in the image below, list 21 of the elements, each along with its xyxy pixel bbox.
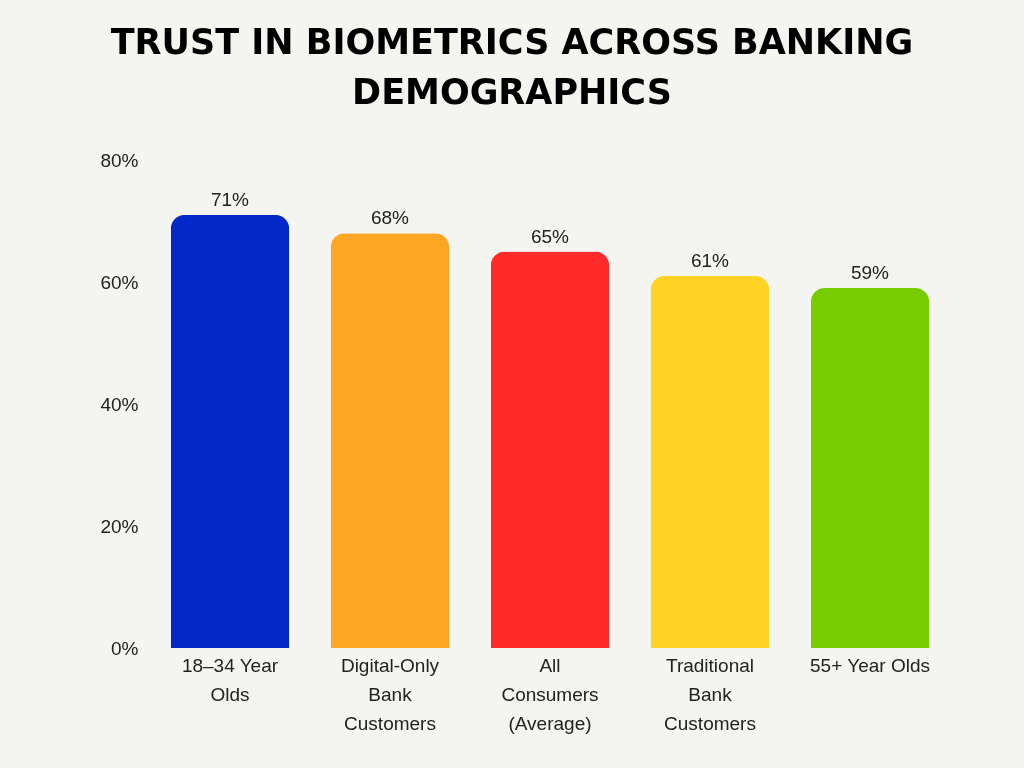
x-tick-label: All Consumers (Average) bbox=[501, 654, 599, 734]
y-tick-label: 60% bbox=[100, 271, 139, 293]
data-label: 71% bbox=[210, 188, 250, 210]
x-tick-label: 18–34 Year Olds bbox=[181, 654, 279, 705]
y-tick-label: 80% bbox=[100, 149, 139, 171]
y-tick-label: 40% bbox=[100, 393, 139, 415]
data-label: 68% bbox=[370, 207, 410, 229]
bar bbox=[170, 214, 290, 648]
bar bbox=[330, 233, 450, 648]
data-label: 61% bbox=[690, 249, 730, 271]
bar bbox=[490, 251, 610, 648]
chart-title: TRUST IN BIOMETRICS ACROSS BANKING DEMOGRAPHICS bbox=[110, 22, 914, 112]
x-tick-label: Digital-Only Bank Customers bbox=[340, 654, 440, 734]
y-tick-label: 0% bbox=[111, 637, 139, 659]
x-tick-label: 55+ Year Olds bbox=[810, 654, 930, 676]
y-tick-label: 20% bbox=[100, 515, 139, 537]
data-label: 65% bbox=[530, 225, 570, 247]
data-label: 59% bbox=[850, 262, 890, 284]
bar bbox=[650, 275, 770, 648]
bar bbox=[810, 288, 930, 648]
x-tick-label: Traditional Bank Customers bbox=[664, 654, 756, 734]
